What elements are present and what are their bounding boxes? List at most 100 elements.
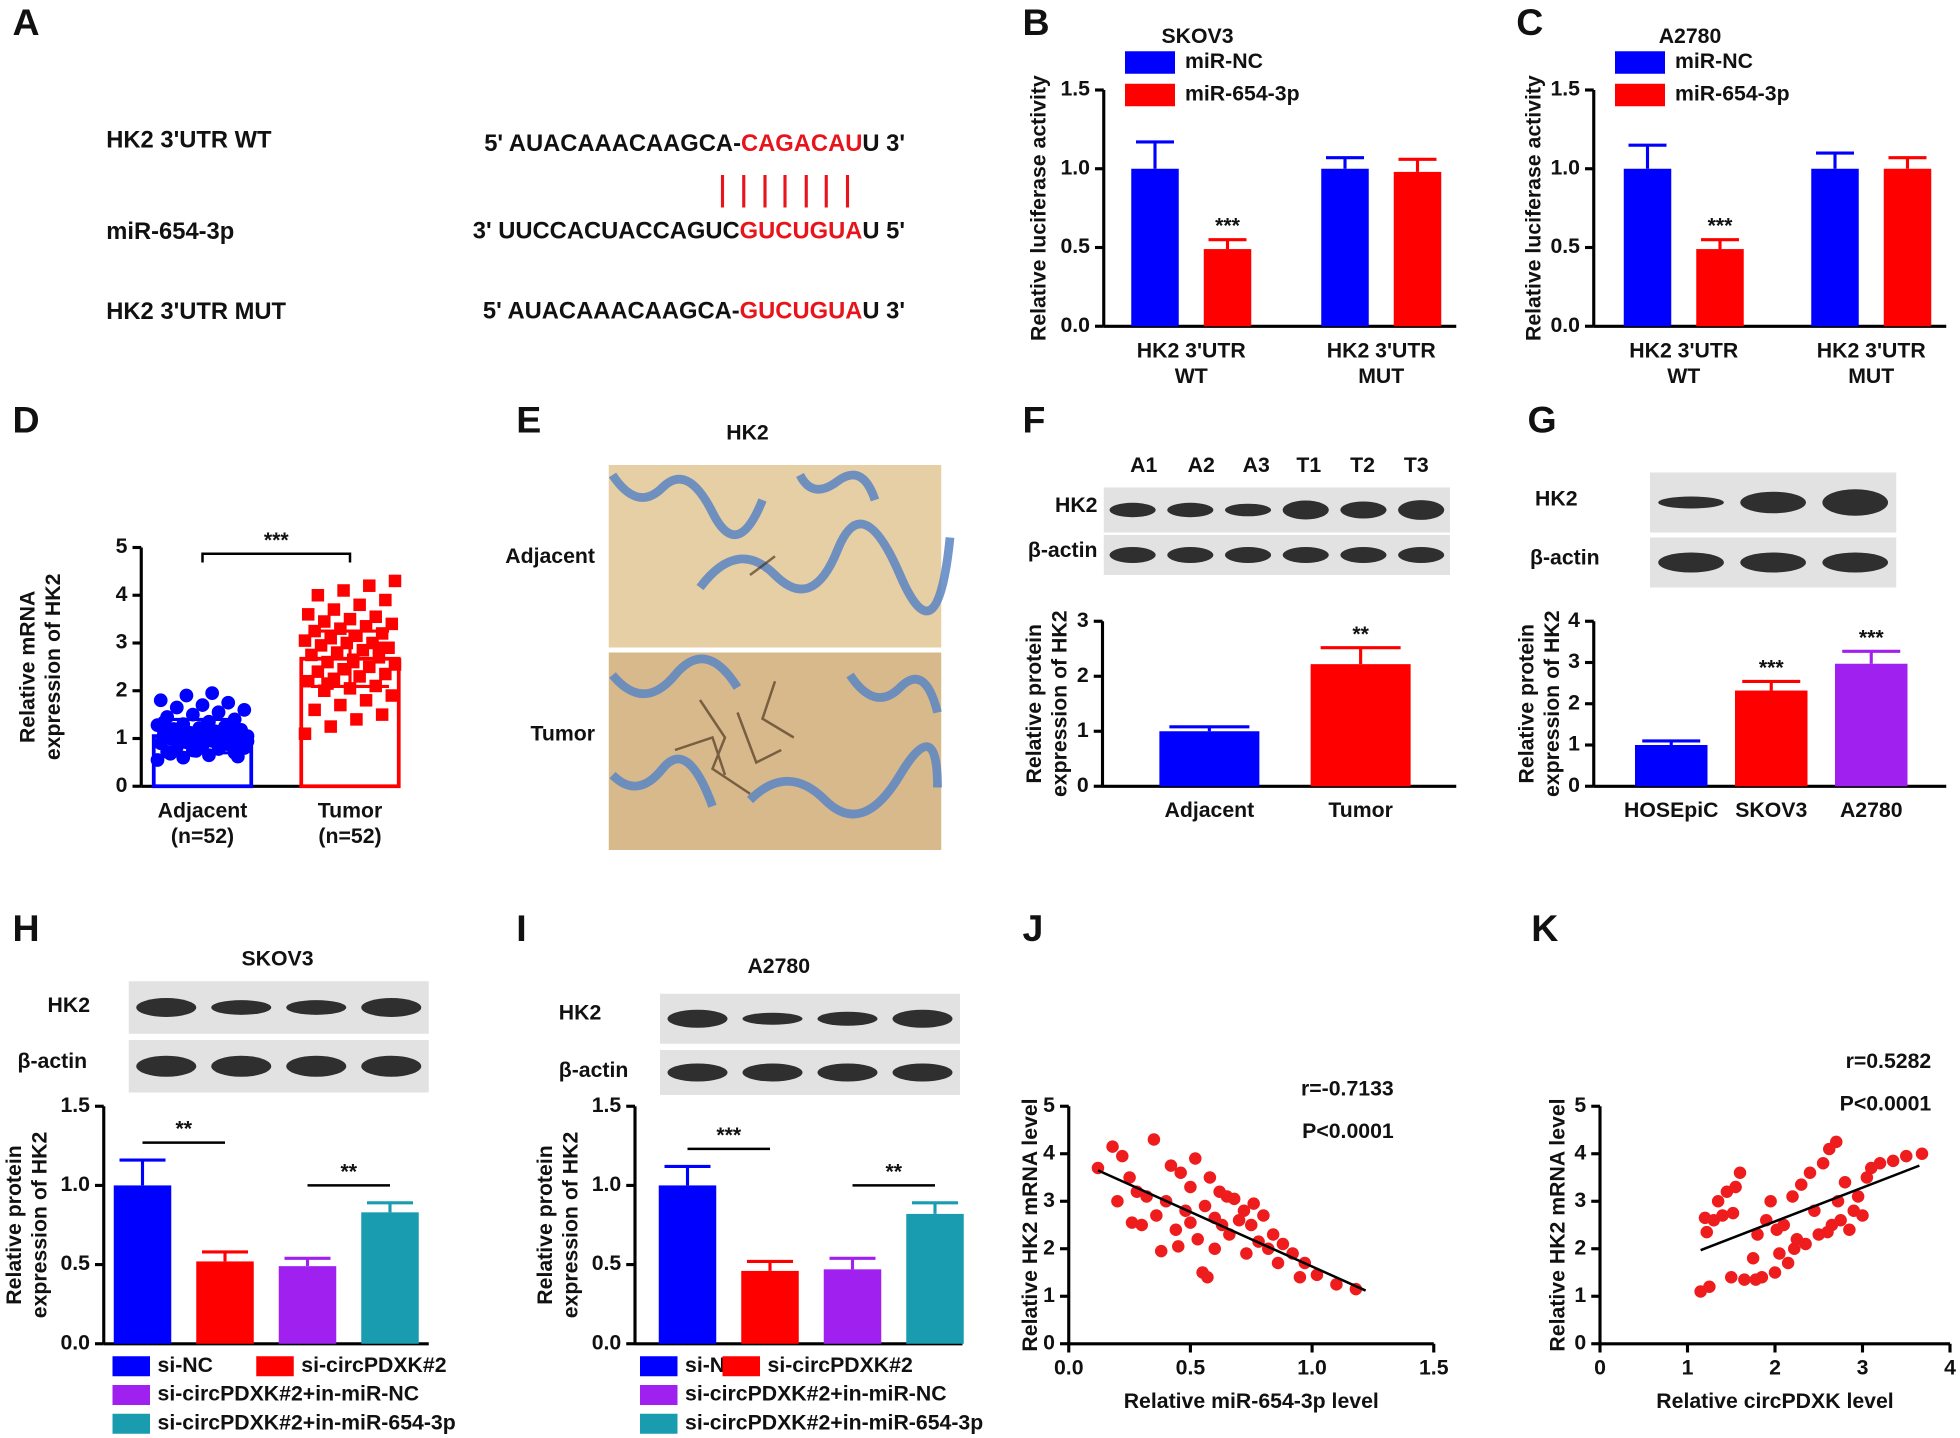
y-tick-label: 0.0 (1060, 313, 1090, 337)
data-point (1803, 1166, 1817, 1179)
x-tick-label: SKOV3 (1735, 798, 1807, 822)
legend-swatch (112, 1356, 151, 1377)
lane-label: A1 (1130, 453, 1157, 477)
blot-band (667, 1009, 728, 1028)
blot-strip (1103, 535, 1450, 575)
panel-label: I (516, 907, 526, 949)
x-tick-label: Adjacent (1165, 798, 1255, 822)
data-point (1147, 1133, 1161, 1146)
data-point (1830, 1135, 1843, 1149)
legend-swatch (640, 1413, 678, 1434)
data-point (388, 574, 402, 588)
blot-band (1167, 547, 1214, 563)
legend-swatch (256, 1356, 294, 1377)
data-point (1125, 1216, 1139, 1229)
blot-band (361, 998, 422, 1017)
y-axis-label: Relative luciferase activity (1522, 75, 1546, 341)
blot-row-label: HK2 (1535, 487, 1578, 511)
blot-band (667, 1063, 728, 1082)
x-tick-label: A2780 (1840, 798, 1903, 822)
y-tick-label: 2 (1568, 690, 1580, 714)
data-point (1768, 1266, 1782, 1279)
panel-label: C (1516, 1, 1543, 43)
legend-label: miR-NC (1185, 49, 1263, 73)
data-point (1116, 1149, 1129, 1163)
data-point (1189, 1152, 1202, 1165)
error-bar (1208, 238, 1247, 250)
blot-band (1224, 547, 1272, 563)
data-point (1271, 1256, 1285, 1270)
bar (1735, 690, 1808, 787)
y-tick-label: 1.5 (592, 1093, 622, 1117)
data-point (1786, 1190, 1799, 1203)
bar (1623, 168, 1672, 327)
y-tick-label: 3 (1574, 1188, 1586, 1212)
row-label: HK2 3'UTR MUT (106, 298, 286, 325)
lane-label: A3 (1243, 453, 1270, 477)
blot-band (1658, 496, 1724, 509)
x-tick-label: Tumor (n=52) (318, 798, 383, 848)
x-tick-label: HK2 3'UTR WT (1629, 338, 1738, 388)
data-point (350, 713, 363, 726)
bar (1635, 745, 1708, 787)
data-point (1198, 1199, 1212, 1213)
lane-label: A2 (1188, 453, 1215, 477)
bar (1321, 168, 1369, 327)
data-point (363, 579, 376, 592)
x-tick-label: 0.5 (1176, 1355, 1206, 1379)
x-tick-label: 1.0 (1297, 1355, 1327, 1379)
y-tick-label: 4 (1574, 1140, 1586, 1164)
y-tick-label: 1 (1077, 718, 1089, 742)
legend-swatch (1125, 51, 1175, 74)
data-point (153, 693, 168, 708)
blot-band (1167, 502, 1214, 518)
y-tick-label: 2 (1043, 1235, 1055, 1259)
y-tick-label: 5 (1043, 1093, 1055, 1117)
data-point (1150, 1209, 1163, 1222)
sequence: 5' AUACAAACAAGCA-CAGACAUU 3' (484, 130, 905, 157)
error-bar (1742, 679, 1801, 691)
trend-line (1097, 1169, 1367, 1292)
panel-label: E (516, 398, 541, 440)
panel-label: K (1531, 907, 1558, 949)
blot-row-label: β-actin (1530, 545, 1600, 569)
blot-band (1340, 547, 1387, 563)
data-point (1240, 1247, 1253, 1260)
panel-label: F (1023, 398, 1046, 440)
blot-band (892, 1063, 953, 1082)
blot-band (1822, 552, 1889, 573)
data-point (1726, 1206, 1740, 1220)
data-point (1746, 1252, 1760, 1265)
legend-label: si-NC (158, 1353, 214, 1377)
blot-band (742, 1012, 803, 1025)
error-bar (163, 717, 242, 755)
legend-label: miR-654-3p (1675, 82, 1790, 106)
blot-row-label: β-actin (559, 1058, 629, 1082)
bar (658, 1185, 717, 1344)
x-tick-label: HK2 3'UTR MUT (1817, 338, 1926, 388)
data-point (1716, 1209, 1729, 1222)
y-tick-label: 3 (116, 630, 128, 654)
blot-band (1109, 502, 1156, 518)
error-bar (119, 1158, 166, 1186)
data-point (1106, 1140, 1119, 1153)
seq-part: U 3' (862, 298, 905, 325)
error-bar (1700, 238, 1739, 250)
data-point (1856, 1209, 1869, 1222)
legend-label: si-circPDXK#2+in-miR-NC (685, 1382, 947, 1406)
y-tick-label: 0 (1574, 1330, 1586, 1354)
data-point (379, 667, 392, 681)
data-point (372, 641, 386, 655)
blot-band (286, 1055, 347, 1077)
bar (906, 1213, 964, 1344)
blot-band (361, 1055, 422, 1077)
data-point (337, 663, 350, 676)
data-point (1237, 1204, 1251, 1217)
data-point (1191, 1233, 1204, 1246)
row-label: HK2 3'UTR WT (106, 127, 272, 154)
y-tick-label: 0 (1568, 773, 1580, 797)
data-point (1915, 1147, 1929, 1160)
error-bar (1628, 143, 1667, 169)
data-point (1276, 1237, 1290, 1251)
ihc-panel: HK2 Adjacent Tumor (505, 420, 955, 850)
